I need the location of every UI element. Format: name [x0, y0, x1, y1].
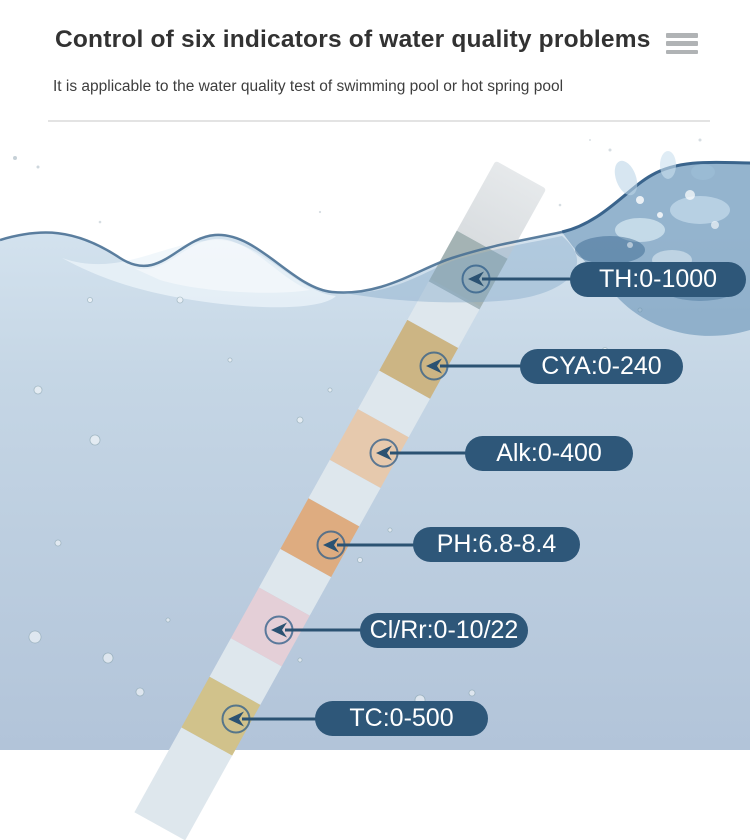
header-divider: [48, 120, 710, 122]
hamburger-bar: [666, 33, 698, 38]
page-title: Control of six indicators of water quali…: [55, 26, 651, 53]
product-infographic: TH:0-1000 CYA:0-240 Alk:0-400 PH:6.8-8.4…: [0, 26, 750, 840]
hamburger-bar: [666, 49, 698, 54]
hamburger-menu-icon[interactable]: [666, 33, 698, 54]
callout-label-tc: TC:0-500: [315, 701, 488, 736]
callout-label-clrr: Cl/Rr:0-10/22: [360, 613, 528, 648]
hamburger-bar: [666, 41, 698, 46]
callout-label-th: TH:0-1000: [570, 262, 746, 297]
callout-label-ph: PH:6.8-8.4: [413, 527, 580, 562]
callout-label-cya: CYA:0-240: [520, 349, 683, 384]
test-strip: [134, 148, 553, 840]
page-subtitle: It is applicable to the water quality te…: [53, 78, 564, 95]
callout-label-alk: Alk:0-400: [465, 436, 633, 471]
